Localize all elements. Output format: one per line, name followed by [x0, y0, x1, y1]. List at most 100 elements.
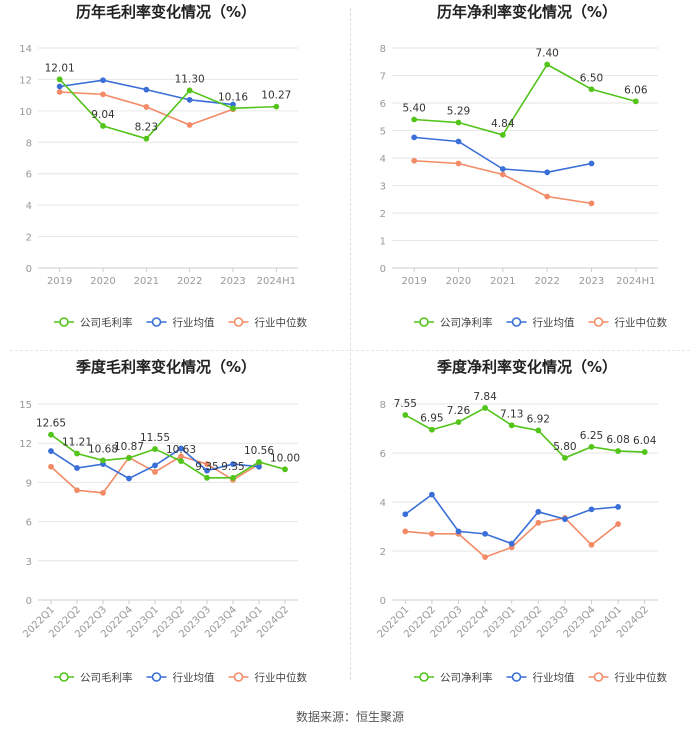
- data-point-company: [562, 455, 568, 461]
- y-tick-label: 1: [380, 237, 386, 248]
- y-tick-label: 8: [26, 138, 32, 149]
- chart-title: 季度净利率变化情况（%）: [437, 358, 617, 376]
- data-point-industry_avg: [178, 445, 184, 452]
- data-point-industry_median: [152, 469, 158, 475]
- x-tick-label: 2024H1: [616, 276, 655, 287]
- legend-item-company: 公司净利率: [414, 671, 493, 684]
- data-label: 10.87: [114, 441, 144, 453]
- chart-annual-net: 历年净利率变化情况（%） 0 1 2 3 4 5 6 7 8 2019 2020 2021 2022 202…: [380, 3, 668, 329]
- data-point-industry_median: [615, 521, 621, 527]
- data-point-industry_median: [455, 160, 462, 167]
- legend-label: 行业均值: [533, 671, 575, 684]
- legend-label: 行业中位数: [255, 671, 308, 684]
- y-tick-label: 8: [380, 400, 386, 411]
- legend-label: 行业中位数: [255, 316, 308, 329]
- data-point-company: [508, 422, 515, 429]
- data-label: 7.13: [500, 408, 523, 420]
- data-label: 9.04: [91, 109, 115, 121]
- y-tick-label: 4: [380, 154, 386, 165]
- y-tick-label: 8: [380, 44, 386, 55]
- data-point-industry_avg: [455, 138, 462, 145]
- legend-marker-icon: [511, 317, 522, 327]
- data-point-company: [178, 458, 184, 465]
- data-point-industry_median: [499, 171, 506, 178]
- legend-item-company: 公司毛利率: [54, 671, 133, 684]
- data-point-industry_median: [482, 554, 489, 561]
- data-point-industry_avg: [100, 77, 106, 84]
- data-point-company: [230, 474, 236, 481]
- data-point-company: [100, 457, 106, 464]
- data-label: 6.92: [527, 413, 550, 425]
- legend-label: 行业中位数: [615, 316, 668, 329]
- legend-label: 行业均值: [173, 671, 215, 684]
- data-point-industry_median: [544, 193, 551, 200]
- data-point-company: [455, 119, 462, 126]
- data-point-company: [588, 86, 595, 93]
- data-point-industry_avg: [56, 83, 63, 90]
- data-label: 10.27: [261, 90, 291, 102]
- data-label: 6.08: [606, 434, 629, 446]
- legend-item-industry_median: 行业中位数: [588, 316, 668, 329]
- data-point-company: [632, 98, 639, 105]
- data-label: 10.63: [166, 444, 196, 456]
- data-label: 5.29: [447, 106, 470, 118]
- data-point-company: [615, 448, 621, 454]
- data-label: 6.25: [580, 430, 603, 442]
- data-point-company: [126, 455, 132, 461]
- data-point-industry_median: [186, 122, 193, 128]
- data-label: 6.06: [624, 84, 648, 96]
- legend-label: 公司净利率: [440, 671, 493, 684]
- data-point-industry_avg: [204, 467, 210, 474]
- legend-marker-icon: [151, 672, 162, 682]
- data-label: 6.95: [420, 413, 443, 425]
- data-point-industry_avg: [508, 540, 515, 547]
- data-point-industry_median: [402, 528, 409, 535]
- data-point-company: [455, 419, 462, 426]
- data-point-industry_median: [411, 157, 418, 164]
- data-point-industry_avg: [152, 462, 158, 469]
- data-label: 7.84: [473, 391, 497, 403]
- data-point-industry_avg: [48, 448, 54, 454]
- y-tick-label: 14: [19, 44, 32, 55]
- y-tick-label: 6: [26, 170, 32, 181]
- chart-title: 季度毛利率变化情况（%）: [76, 358, 256, 376]
- x-tick-label: 2023: [220, 276, 245, 287]
- data-point-industry_avg: [74, 465, 80, 471]
- legend-label: 行业均值: [173, 316, 215, 329]
- chart-quarterly-net: 季度净利率变化情况（%）024682022Q12022Q22022Q32022Q…: [376, 358, 668, 684]
- data-label: 6.50: [580, 72, 603, 84]
- data-point-industry_avg: [482, 530, 489, 537]
- y-tick-label: 15: [19, 400, 32, 411]
- chart-title: 历年毛利率变化情况（%）: [76, 3, 256, 21]
- data-point-company: [282, 466, 288, 473]
- data-point-industry_median: [429, 530, 435, 537]
- y-tick-label: 2: [380, 547, 386, 558]
- y-tick-label: 12: [19, 439, 32, 450]
- y-tick-label: 0: [26, 596, 32, 607]
- x-tick-label: 2023: [579, 276, 604, 287]
- legend-marker-icon: [419, 672, 429, 682]
- data-point-company: [152, 446, 158, 452]
- data-point-company: [482, 405, 489, 411]
- y-tick-label: 6: [26, 518, 32, 529]
- chart-quarterly-gross: 季度毛利率变化情况（%）036912152022Q12022Q22022Q320…: [19, 358, 307, 684]
- data-label: 10.16: [218, 91, 248, 103]
- y-tick-label: 5: [380, 127, 386, 138]
- data-point-industry_median: [588, 200, 595, 207]
- data-point-company: [230, 105, 236, 112]
- legend-marker-icon: [419, 317, 429, 327]
- y-tick-label: 12: [19, 75, 32, 86]
- data-label: 12.01: [45, 62, 75, 74]
- legend-marker-icon: [233, 672, 244, 682]
- y-tick-label: 3: [26, 557, 32, 568]
- legend-item-industry_avg: 行业均值: [146, 316, 215, 329]
- legend-item-industry_avg: 行业均值: [506, 671, 575, 684]
- legend-item-company: 公司毛利率: [54, 316, 133, 329]
- data-point-industry_median: [48, 463, 54, 470]
- y-tick-label: 2: [380, 209, 386, 220]
- data-label: 11.21: [62, 437, 92, 449]
- x-tick-label: 2020: [90, 276, 115, 287]
- legend-label: 行业均值: [533, 316, 575, 329]
- y-tick-label: 7: [380, 72, 386, 83]
